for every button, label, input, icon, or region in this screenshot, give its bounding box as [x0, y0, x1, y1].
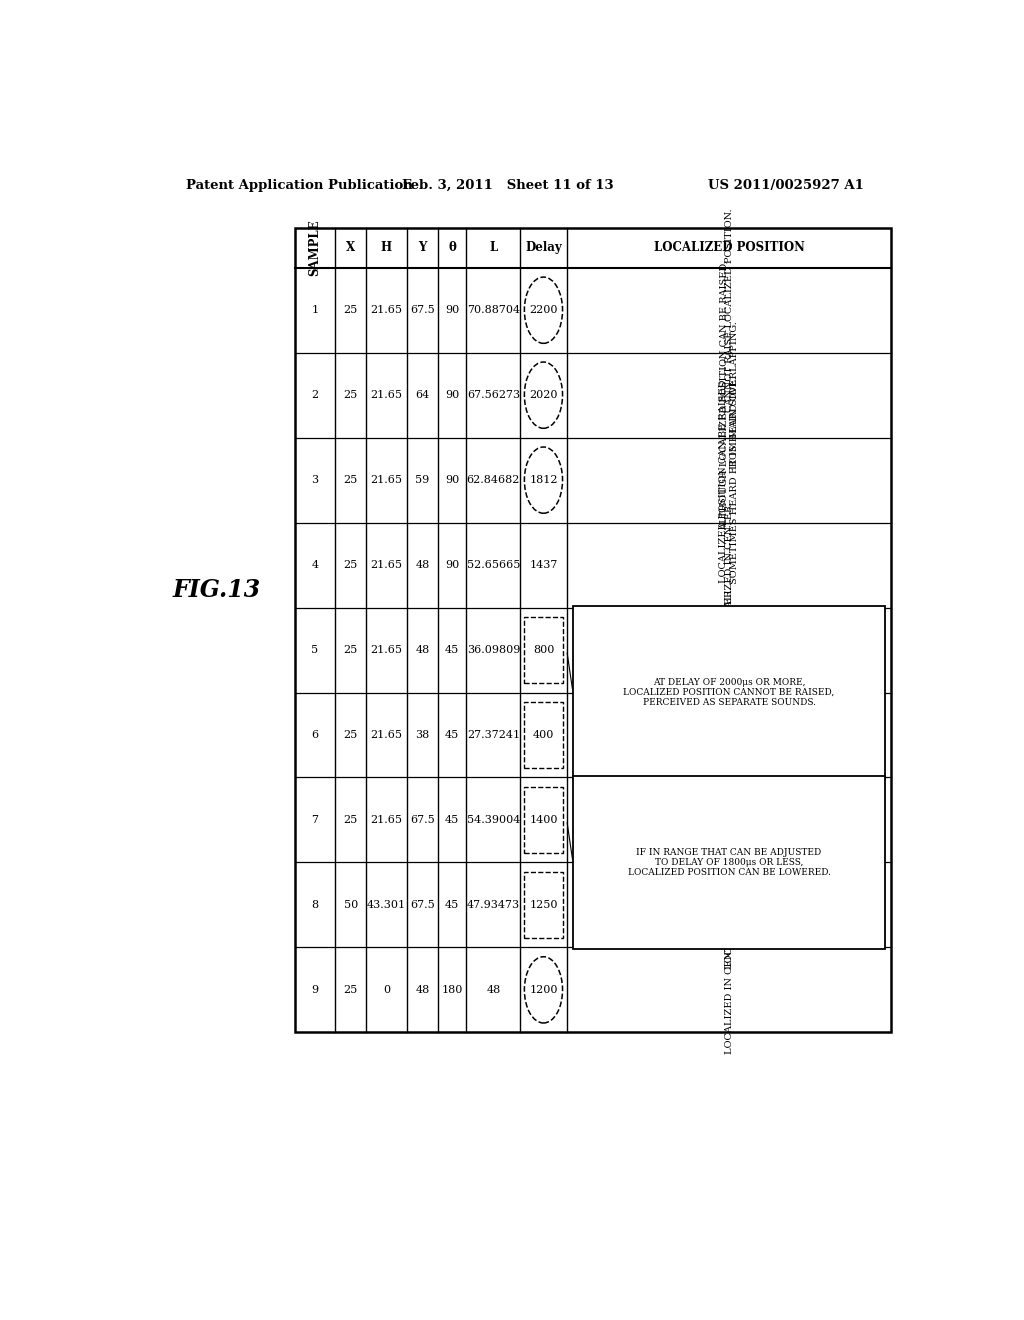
Text: 45: 45 — [445, 900, 460, 909]
Text: 0: 0 — [383, 985, 390, 995]
Text: 90: 90 — [445, 391, 460, 400]
Text: 1250: 1250 — [529, 900, 558, 909]
Text: LOCALIZED IN CENTER.: LOCALIZED IN CENTER. — [725, 502, 733, 628]
Text: 27.37241: 27.37241 — [467, 730, 520, 741]
Text: 180: 180 — [441, 985, 463, 995]
Text: 800: 800 — [532, 645, 554, 655]
Text: 67.56273: 67.56273 — [467, 391, 520, 400]
Text: 21.65: 21.65 — [371, 391, 402, 400]
Text: 25: 25 — [344, 305, 357, 315]
Text: AT DELAY OF 2000μs OR MORE,
LOCALIZED POSITION CANNOT BE RAISED,
PERCEIVED AS SE: AT DELAY OF 2000μs OR MORE, LOCALIZED PO… — [624, 677, 835, 708]
Text: 43.301: 43.301 — [367, 900, 407, 909]
Text: X: X — [346, 242, 355, 255]
Text: 9: 9 — [311, 985, 318, 995]
Text: 90: 90 — [445, 305, 460, 315]
Text: 7: 7 — [311, 814, 318, 825]
Text: 50: 50 — [344, 900, 357, 909]
Text: 67.5: 67.5 — [410, 900, 435, 909]
Bar — [524, 787, 562, 853]
Text: 59: 59 — [415, 475, 429, 486]
Text: LOCALIZED IN CENTER.: LOCALIZED IN CENTER. — [725, 927, 733, 1053]
Text: 2020: 2020 — [529, 391, 558, 400]
Text: L: L — [489, 242, 498, 255]
Text: 47.93473: 47.93473 — [467, 900, 520, 909]
Text: CANNOT RAISE LOCALIZED POSITION.: CANNOT RAISE LOCALIZED POSITION. — [725, 209, 733, 412]
Bar — [295, 228, 891, 1032]
Text: LOCALIZED IN CENTER.: LOCALIZED IN CENTER. — [725, 841, 733, 969]
Text: 25: 25 — [344, 730, 357, 741]
Text: 70.88704: 70.88704 — [467, 305, 520, 315]
Text: 48: 48 — [415, 560, 429, 570]
Text: 45: 45 — [445, 730, 460, 741]
FancyBboxPatch shape — [573, 606, 885, 779]
Text: FIG.13: FIG.13 — [173, 578, 261, 602]
Text: 21.65: 21.65 — [371, 730, 402, 741]
Text: 21.65: 21.65 — [371, 814, 402, 825]
Text: US 2011/0025927 A1: US 2011/0025927 A1 — [709, 178, 864, 191]
Text: 48: 48 — [415, 645, 429, 655]
Text: LOCALIZED IN CENTER.: LOCALIZED IN CENTER. — [725, 756, 733, 883]
Text: ALTHOUGH LOCALIZED POSITION CAN BE RAISED,
IT IS HEARD OVERLAPPING.: ALTHOUGH LOCALIZED POSITION CAN BE RAISE… — [719, 260, 738, 531]
Text: 8: 8 — [311, 900, 318, 909]
Text: 67.5: 67.5 — [410, 305, 435, 315]
Text: Delay: Delay — [525, 242, 562, 255]
Text: Feb. 3, 2011   Sheet 11 of 13: Feb. 3, 2011 Sheet 11 of 13 — [402, 178, 613, 191]
Text: 90: 90 — [445, 560, 460, 570]
Text: 400: 400 — [532, 730, 554, 741]
Text: 90: 90 — [445, 475, 460, 486]
Text: LOCALIZED POSITION CAN BE RAISED.
SOMETIMES HEARD FROM MAIN SIDE.: LOCALIZED POSITION CAN BE RAISED. SOMETI… — [719, 376, 738, 583]
Text: LOCALIZED POSITION: LOCALIZED POSITION — [653, 242, 805, 255]
Text: θ: θ — [449, 242, 456, 255]
Text: 6: 6 — [311, 730, 318, 741]
Text: 67.5: 67.5 — [410, 814, 435, 825]
Text: Patent Application Publication: Patent Application Publication — [186, 178, 413, 191]
Text: 21.65: 21.65 — [371, 475, 402, 486]
Text: LOCALIZED IN CENTER.: LOCALIZED IN CENTER. — [725, 586, 733, 714]
Text: 25: 25 — [344, 645, 357, 655]
Text: 1400: 1400 — [529, 814, 558, 825]
Bar — [524, 702, 562, 768]
Text: 48: 48 — [486, 985, 501, 995]
Text: H: H — [381, 242, 392, 255]
Text: 45: 45 — [445, 645, 460, 655]
Text: IF IN RANGE THAT CAN BE ADJUSTED
TO DELAY OF 1800μs OR LESS,
LOCALIZED POSITION : IF IN RANGE THAT CAN BE ADJUSTED TO DELA… — [628, 847, 830, 878]
Text: 25: 25 — [344, 475, 357, 486]
Text: 1: 1 — [311, 305, 318, 315]
FancyBboxPatch shape — [573, 776, 885, 949]
Text: 2200: 2200 — [529, 305, 558, 315]
Text: 45: 45 — [445, 814, 460, 825]
Text: 25: 25 — [344, 560, 357, 570]
Text: LOCALIZED IN CENTER.: LOCALIZED IN CENTER. — [725, 672, 733, 799]
Text: 54.39004: 54.39004 — [467, 814, 520, 825]
Text: 52.65665: 52.65665 — [467, 560, 520, 570]
Text: SAMPLE: SAMPLE — [308, 219, 322, 276]
Text: 48: 48 — [415, 985, 429, 995]
Text: 21.65: 21.65 — [371, 645, 402, 655]
Bar — [524, 616, 562, 684]
Text: 25: 25 — [344, 814, 357, 825]
Text: 1437: 1437 — [529, 560, 558, 570]
Bar — [524, 871, 562, 939]
Text: 64: 64 — [415, 391, 429, 400]
Text: 25: 25 — [344, 391, 357, 400]
Text: 25: 25 — [344, 985, 357, 995]
Text: 4: 4 — [311, 560, 318, 570]
Text: 2: 2 — [311, 391, 318, 400]
Text: 21.65: 21.65 — [371, 305, 402, 315]
Text: 38: 38 — [415, 730, 429, 741]
Text: 36.09809: 36.09809 — [467, 645, 520, 655]
Text: Y: Y — [418, 242, 427, 255]
Text: 62.84682: 62.84682 — [467, 475, 520, 486]
Text: 21.65: 21.65 — [371, 560, 402, 570]
Text: 3: 3 — [311, 475, 318, 486]
Text: 1200: 1200 — [529, 985, 558, 995]
Text: 1812: 1812 — [529, 475, 558, 486]
Text: 5: 5 — [311, 645, 318, 655]
